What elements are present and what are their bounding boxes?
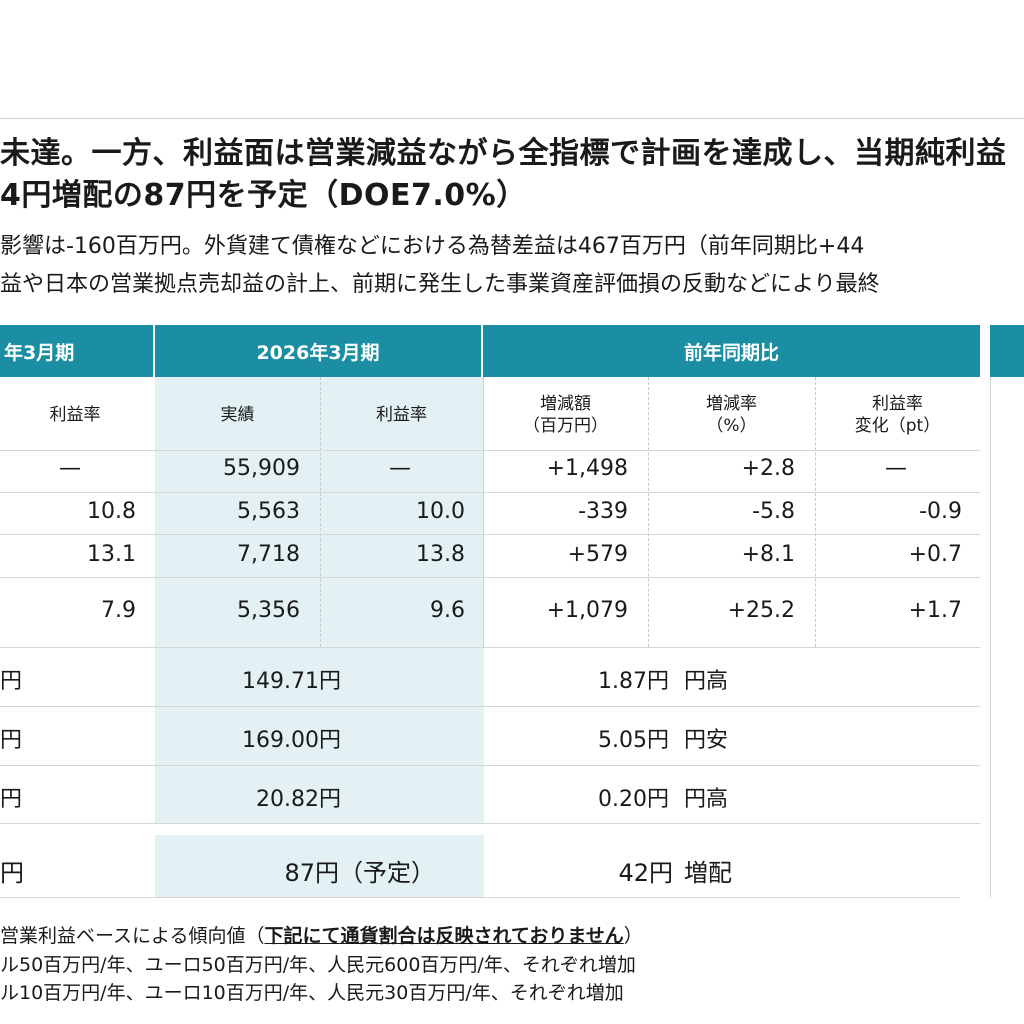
note-line-3: ル10百万円/年、ユーロ10百万円/年、人民元30百万円/年、それぞれ増加 [0, 982, 624, 1004]
fx-prev: 円 [0, 728, 23, 753]
table-cell: +2.8 [741, 456, 795, 481]
header-current-year: 2026年3月期 [155, 325, 481, 377]
table-cell: -0.9 [919, 499, 962, 524]
row-divider [0, 450, 980, 451]
dividend-prev: 円 [0, 859, 24, 887]
row-divider [0, 706, 980, 707]
dividend-direction: 増配 [684, 859, 732, 887]
fx-direction: 円高 [684, 669, 729, 694]
dividend-change: 42円 [618, 859, 673, 887]
col-divider [320, 377, 321, 647]
col-divider [483, 377, 484, 647]
table-cell: 9.6 [430, 598, 465, 623]
top-divider [0, 118, 1024, 119]
subheader-curr-margin: 利益率 [376, 405, 427, 425]
col-divider [815, 377, 816, 647]
dividend-actual: 87円（予定） [284, 859, 435, 887]
table-cell: +1,498 [546, 456, 628, 481]
header-extra [990, 325, 1024, 377]
fx-change: 1.87円 [598, 669, 669, 694]
subheader-change-rate: 増減率 （%） [706, 394, 757, 436]
fx-prev: 円 [0, 787, 23, 812]
fx-prev: 円 [0, 669, 23, 694]
table-cell: 5,356 [237, 598, 300, 623]
body-line-2: 益や日本の営業拠点売却益の計上、前期に発生した事業資産評価損の反動などにより最終 [0, 272, 880, 297]
table-cell: 55,909 [223, 456, 300, 481]
table-cell: +579 [567, 542, 628, 567]
dividend-highlight [155, 835, 484, 897]
header-yoy: 前年同期比 [483, 325, 980, 377]
fx-actual: 20.82円 [256, 787, 341, 812]
fx-actual: 169.00円 [242, 728, 341, 753]
col-divider [648, 377, 649, 647]
table-cell: 7,718 [237, 542, 300, 567]
subheader-prev-margin: 利益率 [49, 405, 101, 425]
header-prev-year: 年3月期 [0, 325, 153, 377]
table-cell: 7.9 [101, 598, 136, 623]
table-cell: +1.7 [908, 598, 962, 623]
body-line-1: 影響は-160百万円。外貨建て債権などにおける為替差益は467百万円（前年同期比… [0, 234, 865, 259]
row-divider [0, 492, 980, 493]
table-cell: 10.8 [87, 499, 136, 524]
fx-direction: 円安 [684, 728, 729, 753]
table-cell: 10.0 [416, 499, 465, 524]
row-divider [0, 647, 980, 648]
note-line-2: ル50百万円/年、ユーロ50百万円/年、人民元600百万円/年、それぞれ増加 [0, 954, 636, 976]
table-cell: 13.1 [87, 542, 136, 567]
table-cell: 13.8 [416, 542, 465, 567]
table-cell: +8.1 [741, 542, 795, 567]
headline-line-2: 4円増配の87円を予定（DOE7.0%） [0, 178, 527, 213]
table-cell: +0.7 [908, 542, 962, 567]
current-year-highlight [155, 377, 484, 823]
subheader-margin-change: 利益率 変化（pt） [854, 394, 941, 436]
table-cell: 5,563 [237, 499, 300, 524]
row-divider [0, 823, 980, 824]
fx-change: 5.05円 [598, 728, 669, 753]
table-cell: — [59, 456, 81, 481]
table-cell: — [885, 456, 907, 481]
fx-actual: 149.71円 [242, 669, 341, 694]
fx-change: 0.20円 [598, 787, 669, 812]
subheader-change-amount: 増減額 （百万円） [523, 394, 608, 436]
row-divider [0, 534, 980, 535]
fx-direction: 円高 [684, 787, 729, 812]
col-divider [990, 377, 991, 897]
table-cell: -5.8 [752, 499, 795, 524]
table-cell: — [389, 456, 411, 481]
row-divider [0, 897, 960, 898]
table-cell: -339 [578, 499, 628, 524]
note-line-1: 営業利益ベースによる傾向値（下記にて通貨割合は反映されておりません） [0, 925, 643, 947]
headline-line-1: 未達。一方、利益面は営業減益ながら全指標で計画を達成し、当期純利益 [0, 136, 1007, 171]
row-divider [0, 765, 980, 766]
table-cell: +1,079 [546, 598, 628, 623]
table-cell: +25.2 [727, 598, 795, 623]
subheader-actual: 実績 [220, 405, 255, 425]
row-divider [0, 577, 980, 578]
